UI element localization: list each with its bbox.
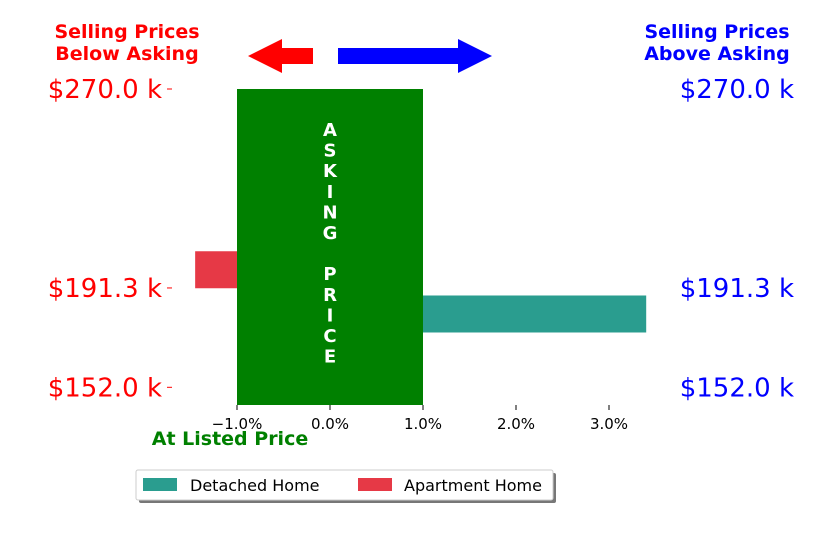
left-arrow-icon (248, 39, 313, 73)
asking-price-letter: R (323, 285, 337, 306)
legend: Detached Home Apartment Home (135, 469, 556, 503)
y-tick-label-left: $152.0 k (48, 373, 162, 403)
asking-price-letter: A (323, 120, 337, 141)
legend-swatch (358, 478, 392, 491)
right-title-line2: Above Asking (644, 43, 790, 65)
x-tick-label: 2.0% (497, 415, 535, 433)
legend-label: Apartment Home (404, 476, 542, 495)
asking-price-letter: I (327, 182, 334, 203)
bar-detached-home-0 (423, 295, 647, 333)
asking-price-letter: C (323, 326, 336, 347)
y-tick-label-left: $270.0 k (48, 75, 162, 105)
left-title-line1: Selling Prices (54, 21, 199, 43)
x-tick-label: 0.0% (311, 415, 349, 433)
asking-price-letter: N (322, 202, 337, 223)
asking-price-letter: S (324, 141, 337, 162)
asking-price-letter: I (327, 305, 334, 326)
legend-swatch (143, 478, 177, 491)
asking-price-letter: G (323, 223, 338, 244)
x-tick-label: −1.0% (212, 415, 263, 433)
x-tick-label: 3.0% (590, 415, 628, 433)
legend-label: Detached Home (190, 476, 320, 495)
y-tick-label-right: $152.0 k (680, 373, 794, 403)
at-listed-price-label: At Listed Price (152, 428, 308, 450)
asking-price-letter: P (323, 264, 336, 285)
y-tick-label-right: $191.3 k (680, 274, 794, 304)
y-tick-label-left: $191.3 k (48, 274, 162, 304)
asking-price-letter: E (324, 347, 336, 368)
x-tick-label: 1.0% (404, 415, 442, 433)
right-title-line1: Selling Prices (644, 21, 789, 43)
bar-apartment-home-0 (195, 251, 237, 289)
left-title-line2: Below Asking (55, 43, 198, 65)
asking-price-band (237, 89, 423, 405)
asking-price-letter: K (323, 161, 338, 182)
right-arrow-icon (338, 39, 492, 73)
plot-area: −1.0% 0.0% 1.0% 2.0% 3.0% $270.0 k $270.0 k $19… (48, 75, 794, 433)
y-tick-label-right: $270.0 k (680, 75, 794, 105)
